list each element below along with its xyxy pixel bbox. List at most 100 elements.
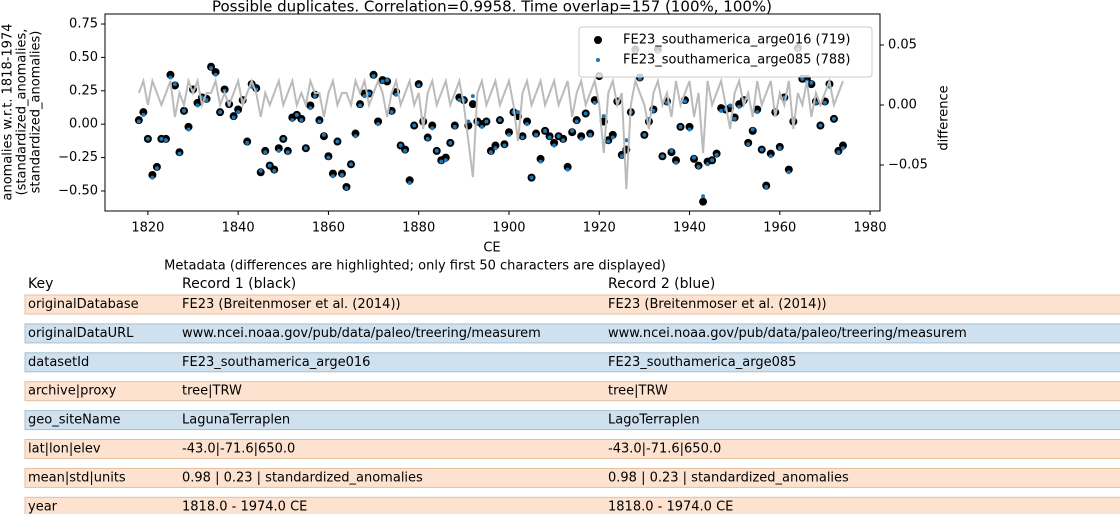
point: [574, 119, 579, 124]
point: [504, 128, 513, 137]
point: [701, 194, 706, 199]
table-cell: LagoTerraplen: [608, 413, 700, 428]
y2-tick-label: 0.05: [888, 37, 917, 52]
point: [732, 116, 737, 121]
x-tick-label: 1840: [222, 221, 255, 236]
point: [671, 156, 680, 165]
point: [344, 186, 349, 191]
point: [358, 103, 363, 108]
point: [339, 172, 344, 177]
y-tick-label: 0.50: [69, 50, 98, 65]
x-tick-label: 1880: [402, 221, 435, 236]
point: [563, 162, 572, 171]
point: [534, 132, 539, 137]
point: [276, 148, 281, 153]
table-cell: geo_siteName: [28, 413, 121, 428]
point: [439, 159, 444, 164]
point: [290, 118, 295, 123]
point: [588, 132, 593, 137]
point: [428, 121, 437, 130]
plot-frame: [104, 13, 881, 212]
point: [195, 103, 200, 108]
table-row: [24, 323, 1120, 344]
point: [468, 100, 477, 109]
point: [294, 112, 299, 117]
point: [606, 139, 611, 144]
table-cell: www.ncei.noaa.gov/pub/data/paleo/treerin…: [182, 326, 541, 341]
table-cell: mean|std|units: [28, 470, 126, 485]
point: [750, 127, 755, 132]
table-cell: archive|proxy: [28, 384, 117, 399]
table-cell: FE23 (Breitenmoser et al. (2014)): [608, 297, 827, 312]
point: [441, 153, 450, 162]
table-row: [24, 439, 1120, 459]
point: [692, 155, 697, 160]
table-cell: 1818.0 - 1974.0 CE: [608, 499, 733, 514]
point: [145, 136, 150, 141]
point: [159, 136, 164, 141]
table-header: Record 2 (blue): [608, 276, 715, 292]
table-header: Record 1 (black): [182, 276, 296, 292]
point: [263, 150, 268, 155]
point: [267, 163, 272, 168]
point: [374, 117, 383, 126]
point: [619, 154, 624, 159]
legend-marker: [594, 36, 602, 44]
table-cell: 0.98 | 0.23 | standardized_anomalies: [182, 470, 423, 485]
point: [543, 128, 548, 133]
point: [470, 94, 475, 99]
x-tick-label: 1900: [492, 221, 525, 236]
point: [737, 104, 742, 109]
point: [484, 119, 489, 124]
point: [204, 98, 209, 103]
table-cell: 1818.0 - 1974.0 CE: [182, 499, 307, 514]
point: [565, 167, 570, 172]
point: [186, 127, 191, 132]
point: [245, 140, 250, 145]
point: [583, 111, 588, 116]
point: [394, 92, 399, 97]
point: [610, 135, 615, 140]
table-cell: LagunaTerraplen: [182, 413, 290, 428]
point: [425, 136, 430, 141]
x-axis-label: CE: [483, 241, 500, 256]
table-cell: FE23_southamerica_arge016: [182, 355, 370, 370]
table-row: [24, 496, 1120, 514]
point: [371, 74, 376, 79]
point: [181, 108, 186, 113]
point: [380, 79, 385, 84]
point: [755, 110, 760, 115]
point: [766, 149, 775, 158]
point: [272, 168, 277, 173]
point: [448, 140, 453, 145]
point: [274, 144, 283, 153]
point: [491, 141, 500, 150]
x-tick-label: 1960: [763, 221, 796, 236]
point: [577, 132, 586, 141]
y-tick-label: 0.25: [69, 83, 98, 98]
point: [753, 105, 762, 114]
point: [822, 100, 827, 105]
point: [683, 99, 688, 104]
point: [177, 151, 182, 156]
point: [299, 118, 304, 123]
point: [696, 164, 701, 169]
point: [154, 166, 159, 171]
table-cell: datasetId: [28, 355, 89, 370]
point: [351, 129, 360, 138]
point: [398, 143, 403, 148]
point: [376, 122, 381, 127]
point: [818, 123, 823, 128]
legend-marker: [596, 58, 600, 62]
point: [759, 147, 764, 152]
table-cell: FE23_southamerica_arge085: [608, 355, 796, 370]
point: [831, 116, 836, 121]
table-row: [24, 381, 1120, 402]
point: [687, 127, 692, 132]
point: [312, 94, 317, 99]
point: [669, 148, 674, 153]
point: [786, 170, 791, 175]
point: [303, 146, 308, 151]
